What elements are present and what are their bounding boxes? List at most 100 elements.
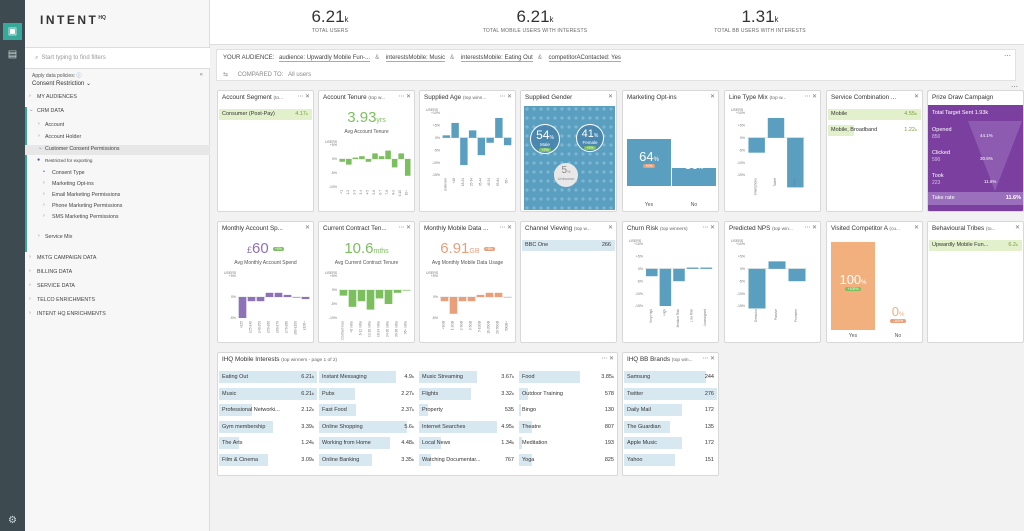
audience-chip[interactable]: interestsMobile: Eating Out (460, 55, 533, 62)
chart-bar[interactable] (787, 137, 804, 188)
audience-chip[interactable]: competitorAContacted: Yes (548, 55, 621, 62)
interest-item[interactable]: Property 535 (419, 402, 517, 418)
chart-bar[interactable] (247, 297, 256, 302)
audience-builder-icon[interactable]: ▣ (3, 23, 22, 40)
card-account-tenure[interactable]: Account Tenure (top w... ⋯ ✕ 3.93yrs Avg… (318, 90, 415, 212)
chart-bar[interactable] (365, 159, 372, 162)
chart-bar[interactable] (292, 297, 301, 298)
card-controls[interactable]: ⋯ ✕ (398, 94, 411, 100)
nav-account[interactable]: › Account (38, 121, 65, 128)
nav-telco-enrichments[interactable]: › TELCO ENRICHMENTS (29, 296, 95, 303)
card-monthly-spend[interactable]: Monthly Account Sp... ✕ £60 +5% Avg Mont… (217, 221, 314, 343)
chart-bar[interactable] (748, 268, 766, 309)
collapse-sidebar-icon[interactable]: « (199, 72, 203, 78)
card-marketing-optins[interactable]: Marketing Opt-ins ✕ 64% +0% 36% Yes No (622, 90, 719, 212)
interest-item[interactable]: Eating Out 6.21k (219, 369, 317, 385)
chart-bar[interactable] (748, 137, 765, 153)
chart-bar[interactable] (384, 290, 393, 304)
interest-item[interactable]: Watching Documentar... 767 (419, 452, 517, 468)
chart-bar[interactable] (495, 117, 503, 138)
list-item[interactable]: Consumer (Post-Pay) 4.17k (219, 109, 312, 120)
interest-item[interactable]: Music Streaming 3.67k (419, 369, 517, 385)
card-controls[interactable]: ✕ (913, 225, 919, 231)
brand-item[interactable]: The Guardian 135 (624, 419, 717, 435)
card-controls[interactable]: ⋯ ✕ (601, 356, 614, 362)
card-channel-viewing[interactable]: Channel Viewing (top w... ✕ BBC One 266 (520, 221, 617, 343)
chart-bar[interactable] (449, 297, 458, 314)
card-controls[interactable]: ⋯ ✕ (702, 356, 715, 362)
chart-bar[interactable] (385, 150, 391, 159)
chart-bar[interactable] (486, 137, 494, 143)
card-controls[interactable]: ⋯ ✕ (804, 94, 817, 100)
chart-bar[interactable] (767, 117, 785, 138)
brand-item[interactable]: Daily Mail 172 (624, 402, 717, 418)
chart-bar[interactable] (402, 290, 411, 291)
nav-billing-data[interactable]: › BILLING DATA (29, 268, 73, 275)
chart-bar[interactable] (646, 268, 658, 277)
card-ihq-mobile-interests[interactable]: IHQ Mobile Interests (top winners - page… (217, 352, 618, 476)
card-predicted-nps[interactable]: Predicted NPS (top win... ⋯ ✕ USERS +10% +… (724, 221, 821, 343)
nav-sms-marketing[interactable]: › SMS Marketing Permissions (43, 213, 119, 220)
card-account-segment[interactable]: Account Segment (to... ⋯ ✕ Consumer (Pos… (217, 90, 314, 212)
chart-bar[interactable] (398, 153, 404, 159)
chart-bar[interactable] (357, 290, 366, 302)
interest-item[interactable]: Meditation 193 (519, 435, 617, 451)
interest-item[interactable]: Local News 1.34k (419, 435, 517, 451)
nav-customer-consent[interactable]: ⌄ Customer Consent Permissions (25, 145, 210, 155)
card-controls[interactable]: ⋯ ✕ (499, 94, 512, 100)
chart-bar[interactable] (359, 156, 365, 159)
interest-item[interactable]: Online Banking 3.35k (319, 452, 417, 468)
nav-consent-type[interactable]: • Consent Type (43, 169, 85, 176)
chart-bar[interactable] (458, 297, 467, 302)
card-behavioural-tribes[interactable]: Behavioural Tribes (to... ✕ Upwardly Mob… (927, 221, 1024, 343)
card-line-type-mix[interactable]: Line Type Mix (top w... ⋯ ✕ USERS +10% +5%… (724, 90, 821, 212)
list-item[interactable]: Upwardly Mobile Fun... 6.2k (929, 240, 1022, 251)
interest-item[interactable]: Theatre 807 (519, 419, 617, 435)
brand-item[interactable]: Twitter 276 (624, 386, 717, 402)
chart-bar[interactable] (339, 159, 346, 162)
chart-bar[interactable] (375, 290, 384, 299)
list-item[interactable]: BBC One 266 (522, 240, 615, 251)
audience-chip[interactable]: audience: Upwardly Mobile Fun-... (279, 55, 371, 62)
chart-bar[interactable] (768, 261, 786, 269)
chart-bar[interactable] (451, 122, 459, 138)
card-visited-competitor[interactable]: Visited Competitor A (cu... ✕ 100% +100%… (826, 221, 923, 343)
interest-item[interactable]: Outdoor Training 578 (519, 386, 617, 402)
chart-bar[interactable] (348, 290, 357, 307)
chart-bar[interactable] (301, 297, 310, 300)
data-table-icon[interactable]: ▤ (7, 49, 18, 60)
card-service-combination[interactable]: Service Combination ... ✕ Mobile 4.55k Mo… (826, 90, 923, 212)
audience-menu-icon[interactable]: ⋯ (1004, 53, 1011, 60)
interest-item[interactable]: The Arts 1.24k (219, 435, 317, 451)
chart-bar[interactable] (372, 153, 378, 159)
nav-marketing-optins[interactable]: › Marketing Opt-ins (43, 180, 94, 187)
list-item[interactable]: Mobile, Broadband 1.22k (828, 125, 921, 136)
chart-bar[interactable] (391, 159, 398, 168)
interest-item[interactable]: Bingo 130 (519, 402, 617, 418)
interest-item[interactable]: Film & Cinema 3.09k (219, 452, 317, 468)
filter-search-input[interactable]: ⌕ Start typing to find filters (25, 47, 210, 69)
chart-bar[interactable] (467, 297, 476, 302)
chart-bar[interactable] (283, 294, 292, 297)
interest-item[interactable]: Pubs 2.27k (319, 386, 417, 402)
interest-item[interactable]: Professional Networki... 2.12k (219, 402, 317, 418)
list-item[interactable]: Mobile 4.55k (828, 109, 921, 120)
card-supplied-gender[interactable]: Supplied Gender ✕ 54% Male +2% 41% Femal… (520, 90, 617, 212)
chart-bar[interactable] (494, 292, 503, 297)
card-controls[interactable]: ✕ (1014, 225, 1020, 231)
nav-service-data[interactable]: › SERVICE DATA (29, 282, 75, 289)
nav-phone-marketing[interactable]: › Phone Marketing Permissions (43, 202, 123, 209)
chart-bar[interactable] (788, 268, 806, 282)
nav-my-audiences[interactable]: › MY AUDIENCES (29, 93, 77, 100)
chart-bar[interactable] (503, 297, 512, 298)
card-controls[interactable]: ✕ (607, 94, 613, 100)
interest-item[interactable]: Online Shopping 5.6k (319, 419, 417, 435)
chart-bar[interactable] (476, 294, 485, 297)
chart-bar[interactable] (503, 137, 512, 146)
card-controls[interactable]: ⋯ ✕ (297, 94, 310, 100)
card-controls[interactable]: ✕ (304, 225, 310, 231)
nav-account-holder[interactable]: › Account Holder (38, 133, 82, 140)
card-controls[interactable]: ✕ (607, 225, 613, 231)
chart-bar[interactable] (673, 268, 685, 282)
interest-item[interactable]: Working from Home 4.48k (319, 435, 417, 451)
